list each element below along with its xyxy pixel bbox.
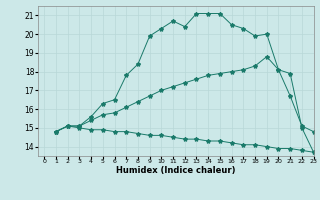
X-axis label: Humidex (Indice chaleur): Humidex (Indice chaleur) xyxy=(116,166,236,175)
